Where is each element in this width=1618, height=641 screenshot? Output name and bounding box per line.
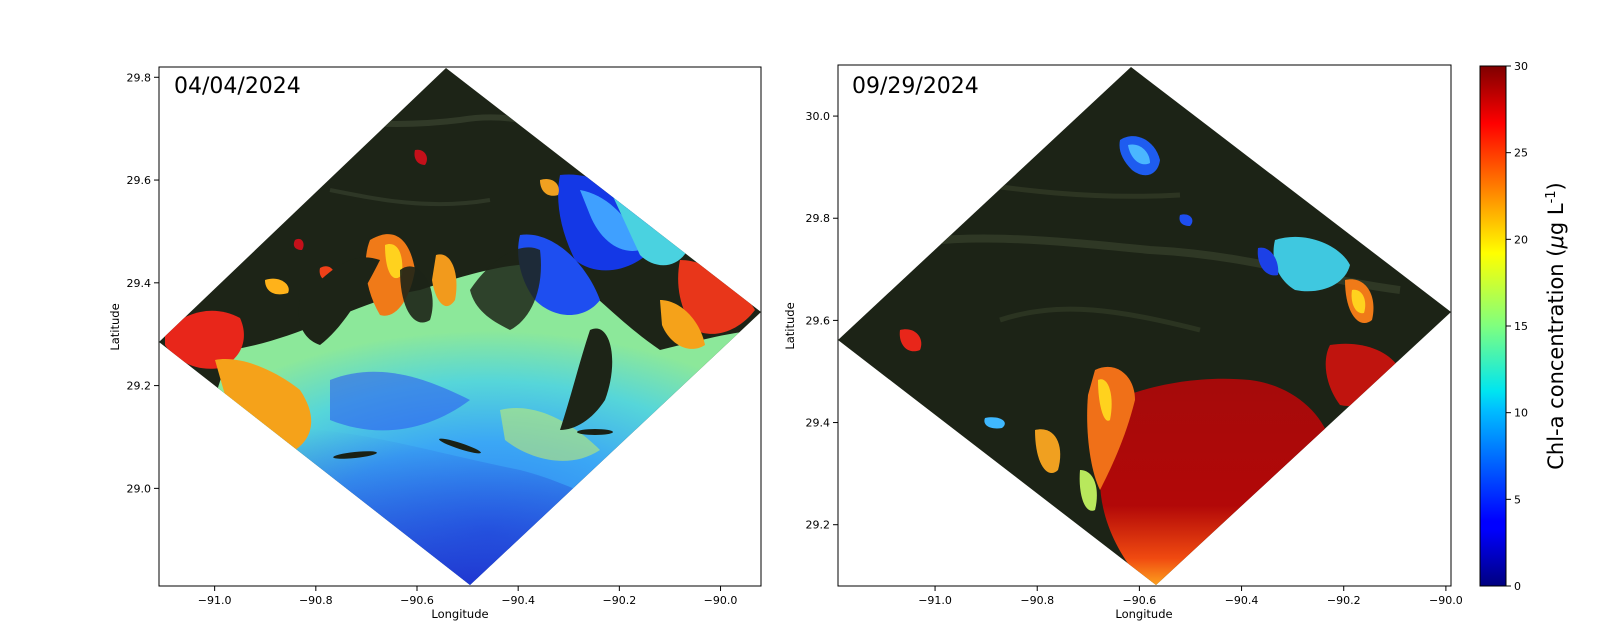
colorbar-label: Chl-a concentration (μg L-1) xyxy=(1544,182,1568,470)
map-panel-1: −91.0 −90.8 −90.6 −90.4 −90.2 −90.0 Longitude… xyxy=(108,66,762,621)
x-tick-label: −90.0 xyxy=(704,594,738,607)
colorbar-tick-label: 15 xyxy=(1514,320,1528,333)
y-tick-label: 29.2 xyxy=(806,519,831,532)
colorbar-label-exponent: -1 xyxy=(1544,190,1559,203)
x-tick-label: −90.8 xyxy=(299,594,333,607)
x-tick-label: −90.4 xyxy=(1225,594,1259,607)
x-axis: −91.0 −90.8 −90.6 −90.4 −90.2 −90.0 Longitude xyxy=(198,586,738,621)
y-tick-label: 29.6 xyxy=(806,314,831,327)
colorbar-label-mu: μ xyxy=(1544,235,1568,249)
x-tick-label: −90.2 xyxy=(1327,594,1361,607)
colorbar-tick-label: 20 xyxy=(1514,233,1528,246)
x-axis-label: Longitude xyxy=(431,607,488,621)
y-axis: 29.2 29.4 29.6 29.8 30.0 Latitude xyxy=(783,110,838,532)
colorbar-gradient xyxy=(1479,65,1507,587)
x-tick-label: −90.6 xyxy=(1123,594,1157,607)
x-tick-label: −90.4 xyxy=(501,594,535,607)
date-label: 04/04/2024 xyxy=(174,74,301,99)
x-tick-label: −90.2 xyxy=(602,594,636,607)
y-tick-label: 29.4 xyxy=(806,417,831,430)
y-tick-label: 29.8 xyxy=(127,71,152,84)
y-axis-label: Latitude xyxy=(783,302,797,349)
colorbar-tick-label: 25 xyxy=(1514,147,1528,160)
y-tick-label: 29.4 xyxy=(127,277,152,290)
x-axis-label: Longitude xyxy=(1115,607,1172,621)
y-axis-label: Latitude xyxy=(108,303,122,350)
x-tick-label: −91.0 xyxy=(198,594,232,607)
colorbar-label-unit: g L xyxy=(1544,203,1568,235)
y-tick-label: 29.6 xyxy=(127,174,152,187)
y-tick-label: 29.2 xyxy=(127,380,152,393)
colorbar-tick-label: 0 xyxy=(1514,580,1521,593)
map-panel-2: −91.0 −90.8 −90.6 −90.4 −90.2 −90.0 Longitude… xyxy=(783,64,1463,621)
date-label: 09/29/2024 xyxy=(852,74,979,99)
y-axis: 29.0 29.2 29.4 29.6 29.8 Latitude xyxy=(108,71,159,495)
x-tick-label: −90.6 xyxy=(400,594,434,607)
colorbar-tick-label: 30 xyxy=(1514,60,1528,73)
x-tick-label: −90.0 xyxy=(1429,594,1463,607)
colorbar: 0 5 10 15 20 25 30 Chl-a concentration (μg L-1… xyxy=(1479,60,1568,593)
x-tick-label: −90.8 xyxy=(1020,594,1054,607)
colorbar-label-prefix: Chl-a concentration ( xyxy=(1544,249,1568,470)
y-tick-label: 30.0 xyxy=(806,110,831,123)
x-tick-label: −91.0 xyxy=(918,594,952,607)
x-axis: −91.0 −90.8 −90.6 −90.4 −90.2 −90.0 Longitude xyxy=(918,586,1463,621)
colorbar-label-suffix: ) xyxy=(1544,182,1568,190)
y-tick-label: 29.8 xyxy=(806,212,831,225)
y-tick-label: 29.0 xyxy=(127,482,152,495)
colorbar-tick-label: 5 xyxy=(1514,493,1521,506)
colorbar-tick-label: 10 xyxy=(1514,407,1528,420)
